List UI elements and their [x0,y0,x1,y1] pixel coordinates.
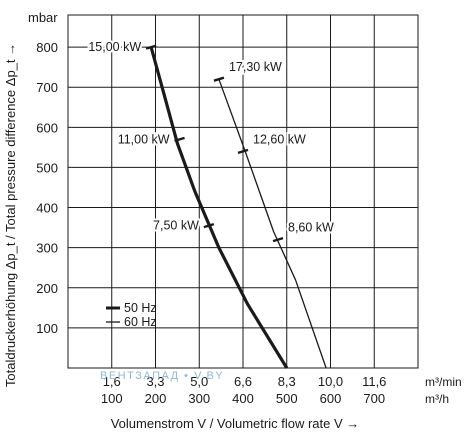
power-label: 17,30 kW [229,60,282,74]
x-tick-label-m3min: 8,3 [278,374,296,389]
curves [149,46,327,369]
x-unit-top: m³/min [425,375,462,389]
x-tick-label-m3min: 6,6 [234,374,252,389]
y-tick-label: 800 [36,40,58,55]
x-unit-bottom: m³/h [425,392,449,406]
power-label: 8,60 kW [288,221,334,235]
power-tick-mark [174,136,185,143]
power-label: 12,60 kW [253,132,306,146]
axis-ticks: 100 200 300 400 500 600 700 800 1,6 100 3,3 200 5,0 3… [36,40,386,406]
x-tick-label-m3h: 300 [188,391,210,406]
y-tick-label: 500 [36,160,58,175]
y-tick-label: 200 [36,281,58,296]
x-tick-label-m3min: 3,3 [146,374,164,389]
curve-60hz [218,78,327,369]
watermark: ВЕНТЗАПАД • V.BY [100,370,224,382]
y-tick-label: 300 [36,241,58,256]
x-tick-label-m3h: 700 [363,391,385,406]
x-tick-label-m3h: 200 [145,391,167,406]
x-tick-label-m3h: 600 [320,391,342,406]
power-label: 15,00 kW [88,40,141,54]
x-tick-label-m3h: 500 [276,391,298,406]
power-tick-mark [213,76,225,82]
x-tick-label-m3h: 400 [232,391,254,406]
x-axis-title: Volumenstrom V / Volumetric flow rate V … [111,416,360,431]
y-tick-label: 600 [36,120,58,135]
curve-50hz [149,46,289,369]
power-markers: 15,00 kW 11,00 kW 7,50 kW 17,30 kW 12,60 kW 8… [86,38,336,243]
x-tick-label-m3min: 1,6 [103,374,121,389]
x-tick-label-m3min: 11,6 [362,374,386,389]
power-tick-mark [145,44,157,50]
y-tick-label: 700 [36,80,58,95]
y-axis-title: Totaldruckerhöhung Δp_t / Total pressure… [3,43,18,387]
power-tick-mark [272,236,284,243]
legend-label: 60 Hz [124,315,157,329]
y-tick-label: 100 [36,321,58,336]
power-label: 7,50 kW [153,219,199,233]
y-tick-label: 400 [36,201,58,216]
x-tick-label-m3h: 100 [101,391,123,406]
x-tick-label-m3min: 5,0 [190,374,208,389]
y-unit-label: mbar [28,10,58,25]
power-tick-mark [203,222,215,229]
x-tick-label-m3min: 10,0 [318,374,343,389]
power-tick-mark [237,148,249,155]
power-label: 11,00 kW [118,132,170,146]
legend-label: 50 Hz [124,301,157,315]
